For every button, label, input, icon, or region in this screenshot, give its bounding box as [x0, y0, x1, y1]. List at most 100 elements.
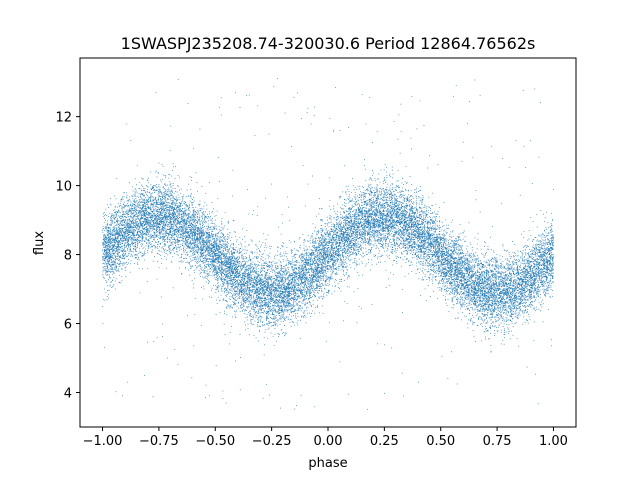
data-point: [453, 288, 455, 290]
data-point: [367, 210, 369, 212]
data-point: [535, 246, 537, 248]
data-point: [212, 260, 214, 262]
data-point: [123, 248, 125, 250]
data-point: [460, 240, 462, 242]
data-point: [280, 287, 281, 289]
data-point: [270, 246, 272, 247]
data-point: [495, 269, 497, 270]
data-point: [426, 231, 428, 232]
data-point: [513, 297, 514, 299]
data-point: [299, 288, 301, 290]
data-point: [312, 259, 314, 261]
data-point: [425, 256, 427, 258]
data-point: [466, 297, 468, 299]
data-point: [302, 316, 304, 318]
data-point: [480, 308, 481, 310]
data-point: [449, 236, 451, 237]
data-point: [177, 254, 179, 256]
data-point: [505, 305, 507, 307]
data-point: [439, 271, 440, 273]
data-point: [240, 288, 241, 290]
data-point: [127, 233, 129, 235]
data-point: [526, 265, 528, 267]
data-point: [195, 244, 197, 246]
data-point: [450, 253, 452, 255]
data-point: [546, 242, 547, 244]
data-point: [445, 239, 447, 241]
data-point: [529, 286, 531, 288]
data-point: [188, 208, 190, 210]
data-point: [102, 228, 104, 230]
data-point: [316, 252, 318, 254]
data-point: [377, 227, 379, 229]
data-point: [496, 298, 498, 300]
data-point: [208, 281, 210, 283]
data-point: [224, 333, 226, 335]
data-point: [551, 268, 553, 270]
data-point: [463, 253, 464, 254]
data-point: [536, 275, 537, 277]
data-point: [188, 238, 189, 240]
data-point: [117, 254, 119, 256]
data-point: [420, 246, 422, 248]
data-point: [266, 281, 268, 283]
data-point: [143, 224, 145, 226]
data-point: [219, 278, 221, 280]
data-point: [484, 303, 486, 305]
data-point: [174, 177, 176, 179]
data-point: [135, 198, 137, 199]
data-point: [383, 199, 385, 201]
data-point: [393, 202, 395, 204]
data-point: [449, 239, 451, 240]
data-point: [474, 322, 476, 323]
data-point: [420, 197, 422, 199]
data-point: [416, 265, 418, 267]
data-point: [200, 234, 202, 236]
data-point: [383, 233, 385, 235]
data-point: [541, 289, 543, 291]
data-point: [430, 249, 432, 251]
data-point: [231, 260, 233, 262]
data-point: [537, 246, 539, 248]
data-point: [237, 268, 238, 270]
data-point: [361, 261, 363, 263]
data-point: [341, 254, 343, 256]
data-point: [550, 250, 552, 251]
data-point: [203, 238, 205, 240]
data-point: [546, 257, 548, 259]
data-point: [320, 254, 322, 255]
data-point: [286, 286, 288, 288]
data-point: [300, 276, 302, 278]
data-point: [466, 122, 468, 124]
data-point: [321, 208, 323, 210]
data-point: [295, 257, 297, 259]
data-point: [468, 289, 469, 291]
data-point: [148, 223, 150, 224]
data-point: [476, 325, 478, 327]
data-point: [173, 247, 175, 249]
data-point: [281, 214, 283, 215]
data-point: [527, 282, 529, 284]
data-point: [378, 190, 380, 192]
data-point: [385, 240, 386, 242]
data-point: [297, 274, 299, 276]
data-point: [311, 253, 313, 255]
data-point: [381, 192, 382, 194]
data-point: [474, 273, 476, 275]
data-point: [400, 207, 402, 208]
data-point: [243, 291, 245, 292]
data-point: [354, 187, 356, 189]
data-point: [288, 264, 289, 266]
data-point: [139, 248, 140, 250]
data-point: [263, 264, 264, 266]
data-point: [274, 263, 276, 265]
data-point: [431, 241, 432, 243]
data-point: [381, 243, 383, 245]
data-point: [414, 219, 415, 221]
data-point: [236, 265, 238, 267]
data-point: [360, 225, 362, 227]
data-point: [517, 318, 518, 320]
data-point: [428, 258, 429, 259]
data-point: [125, 276, 127, 278]
data-point: [210, 261, 211, 262]
